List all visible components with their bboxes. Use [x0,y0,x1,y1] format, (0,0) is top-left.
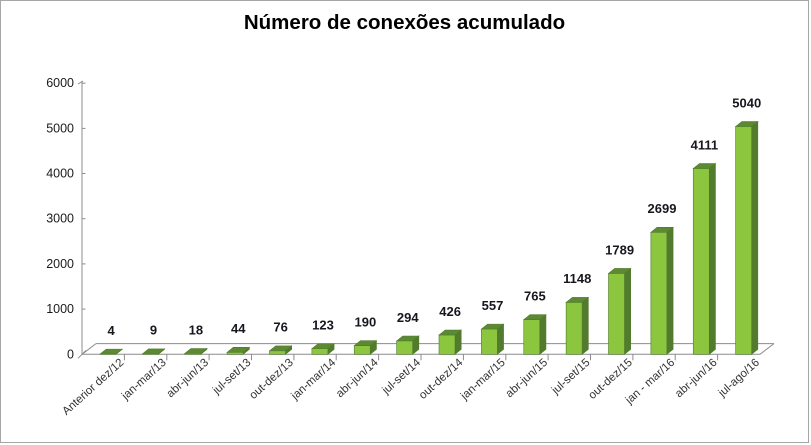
svg-text:abr-jun/13: abr-jun/13 [165,357,212,401]
svg-text:44: 44 [231,321,246,336]
svg-text:abr-jun/16: abr-jun/16 [673,357,720,401]
svg-text:557: 557 [482,298,504,313]
svg-text:1000: 1000 [46,302,74,316]
svg-text:6000: 6000 [46,76,74,90]
svg-text:2000: 2000 [46,257,74,271]
svg-text:76: 76 [273,320,287,335]
svg-text:18: 18 [189,322,203,337]
svg-text:4000: 4000 [46,167,74,181]
svg-text:abr-jun/14: abr-jun/14 [334,356,381,400]
svg-text:3000: 3000 [46,212,74,226]
svg-text:out-dez/14: out-dez/14 [417,356,466,402]
svg-text:jul-ago/16: jul-ago/16 [716,357,762,400]
svg-text:jul-set/14: jul-set/14 [380,356,424,397]
svg-text:out-dez/13: out-dez/13 [247,357,295,402]
svg-text:4: 4 [107,323,115,338]
svg-text:2699: 2699 [648,201,677,216]
svg-text:123: 123 [312,318,334,333]
svg-text:294: 294 [397,310,419,325]
svg-text:jul-set/15: jul-set/15 [549,357,592,398]
svg-text:jan-mar/15: jan-mar/15 [458,357,508,403]
svg-text:1789: 1789 [605,242,634,257]
svg-text:9: 9 [150,323,157,338]
svg-text:426: 426 [439,304,461,319]
svg-text:4111: 4111 [691,137,719,152]
svg-text:190: 190 [354,315,376,330]
svg-text:jan-mar/14: jan-mar/14 [289,356,339,403]
svg-text:0: 0 [67,347,74,361]
svg-text:765: 765 [524,289,546,304]
svg-text:5000: 5000 [46,121,74,135]
svg-text:abr-jun/15: abr-jun/15 [504,357,551,401]
svg-text:jan-mar/13: jan-mar/13 [119,357,169,403]
svg-text:1148: 1148 [563,271,591,286]
svg-text:jul-set/13: jul-set/13 [210,357,253,398]
svg-text:Anterior dez/12: Anterior dez/12 [60,357,126,418]
svg-text:5040: 5040 [732,95,761,110]
